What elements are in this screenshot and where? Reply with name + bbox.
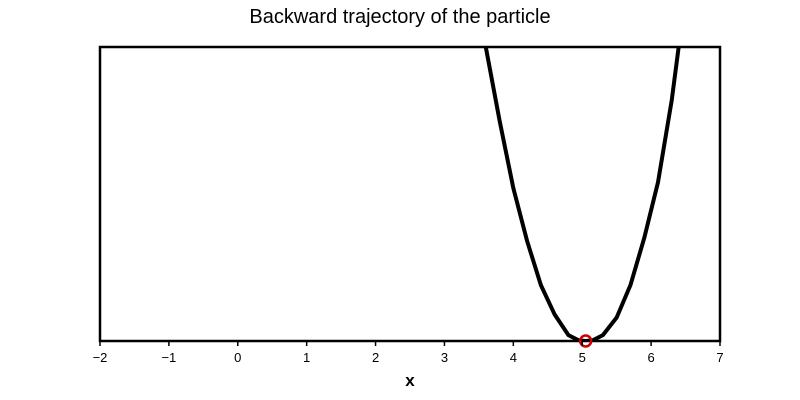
x-tick-label: 7	[716, 350, 723, 365]
x-tick-label: 1	[303, 350, 310, 365]
x-tick-label: −1	[161, 350, 176, 365]
series-line-0	[483, 47, 681, 341]
x-axis-ticks: −2 −1 0 1 2 3 4 5 6 7	[93, 341, 724, 365]
plot-frame	[98, 45, 722, 343]
x-tick-label: 6	[647, 350, 654, 365]
x-tick-label: 5	[579, 350, 586, 365]
x-tick-label: 0	[234, 350, 241, 365]
trajectory-marker	[578, 334, 593, 348]
plot-area	[98, 45, 722, 348]
x-tick-label: 2	[372, 350, 379, 365]
x-tick-label: 3	[441, 350, 448, 365]
x-axis-label: x	[405, 371, 415, 390]
x-tick-label: −2	[93, 350, 108, 365]
chart-title: Backward trajectory of the particle	[249, 6, 550, 28]
x-tick-label: 4	[510, 350, 517, 365]
